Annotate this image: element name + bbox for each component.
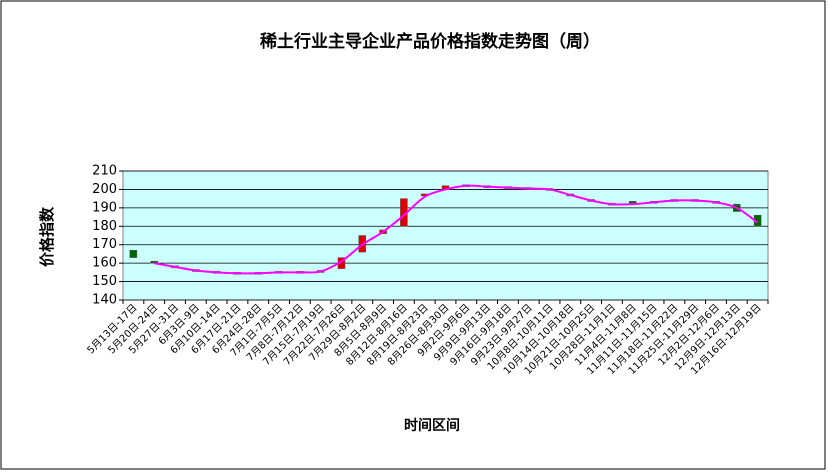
- candle: [129, 249, 138, 258]
- y-tick-label: 160: [92, 256, 117, 271]
- chart-title: 稀土行业主导企业产品价格指数走势图（周）: [260, 31, 600, 52]
- y-tick-label: 140: [92, 293, 117, 308]
- y-tick-label: 180: [92, 219, 117, 234]
- y-tick-label: 200: [92, 182, 117, 197]
- x-axis-label: 时间区间: [404, 417, 460, 434]
- index-line: [154, 184, 759, 275]
- y-tick-label: 210: [92, 164, 117, 179]
- y-tick-label: 190: [92, 200, 117, 215]
- candle: [629, 201, 637, 204]
- y-tick-label: 150: [92, 274, 117, 289]
- y-axis-label: 价格指数: [38, 206, 56, 267]
- y-tick-label: 170: [92, 237, 117, 252]
- plot-area: [122, 170, 769, 301]
